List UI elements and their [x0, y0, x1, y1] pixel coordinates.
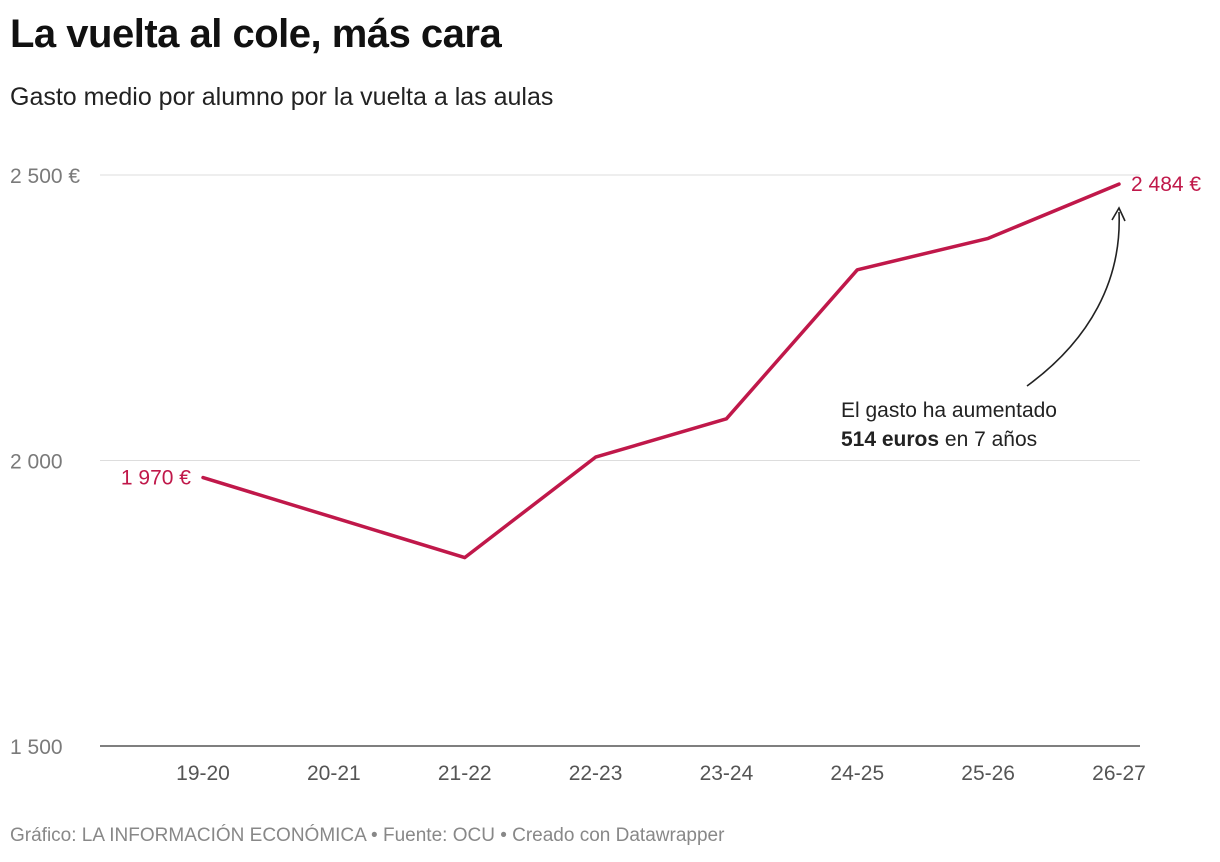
footer-credits: Gráfico: LA INFORMACIÓN ECONÓMICA • Fuen…	[10, 825, 725, 846]
gridlines	[100, 174, 1140, 747]
annotation-line1: El gasto ha aumentado	[841, 399, 1057, 422]
y-tick-label: 2 500 €	[10, 165, 80, 188]
annotation: El gasto ha aumentado 514 euros en 7 año…	[841, 206, 1126, 451]
x-tick-label: 22-23	[569, 762, 623, 785]
x-tick-label: 20-21	[307, 762, 361, 785]
y-axis-ticks: 1 500 2 000 2 500 €	[10, 165, 80, 759]
x-tick-label: 21-22	[438, 762, 492, 785]
last-value-label: 2 484 €	[1131, 173, 1201, 196]
x-tick-label: 24-25	[830, 762, 884, 785]
annotation-arrow	[1026, 211, 1120, 387]
arrow-head-icon	[1111, 206, 1126, 222]
y-tick-label: 1 500	[10, 736, 63, 759]
x-tick-label: 26-27	[1092, 762, 1146, 785]
series-line	[201, 182, 1121, 560]
x-tick-label: 25-26	[961, 762, 1015, 785]
annotation-rest: en 7 años	[939, 428, 1037, 451]
chart-title: La vuelta al cole, más cara	[10, 12, 502, 56]
annotation-line2: 514 euros en 7 años	[841, 428, 1037, 451]
x-tick-label: 23-24	[700, 762, 754, 785]
x-tick-label: 19-20	[176, 762, 230, 785]
first-value-label: 1 970 €	[121, 467, 191, 490]
y-tick-label: 2 000	[10, 451, 63, 474]
chart-subtitle: Gasto medio por alumno por la vuelta a l…	[10, 83, 554, 111]
annotation-bold: 514 euros	[841, 428, 939, 451]
x-axis-ticks: 19-20 20-21 21-22 22-23 23-24 24-25 25-26 26-27	[176, 762, 1146, 785]
